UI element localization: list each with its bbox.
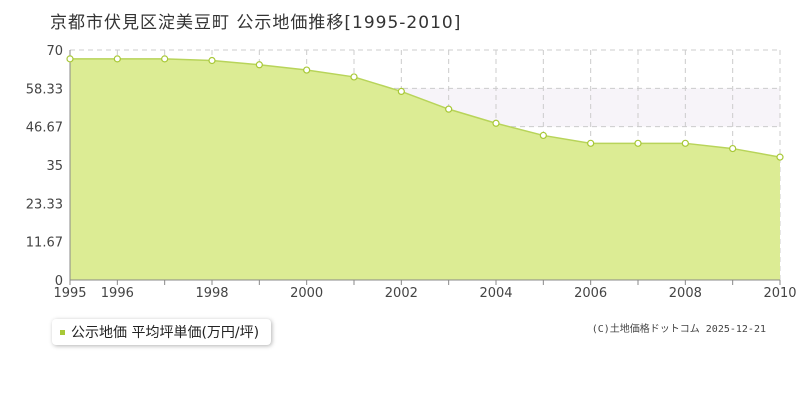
legend-label: 公示地価 平均坪単価(万円/坪) (71, 325, 260, 341)
y-tick-label: 35 (46, 159, 63, 174)
data-point (587, 139, 595, 147)
x-tick-label: 2010 (763, 286, 796, 301)
data-points (66, 55, 784, 161)
data-point (634, 139, 642, 147)
y-tick-label: 11.67 (26, 236, 63, 251)
data-point (776, 153, 784, 161)
data-point (350, 73, 358, 81)
data-point (303, 66, 311, 74)
x-tick-label: 2000 (290, 286, 323, 301)
tick-labels: 0 11.67 23.33 35 46.67 58.33 70 1995 1996 1998 200… (26, 44, 797, 301)
plot-area (70, 58, 781, 280)
data-point (729, 144, 737, 153)
data-point (161, 55, 169, 63)
x-tick-label: 1996 (101, 286, 134, 301)
data-point (208, 56, 216, 65)
x-tick-label: 2004 (479, 286, 512, 301)
data-point (445, 105, 453, 113)
data-point (681, 139, 689, 147)
x-tick-label: 2002 (385, 286, 418, 301)
x-tick-label: 2008 (669, 286, 702, 301)
x-tick-label: 1995 (53, 286, 86, 301)
y-tick-label: 70 (46, 44, 63, 59)
data-point (492, 119, 500, 127)
data-point (539, 131, 547, 140)
y-tick-label: 0 (55, 274, 63, 289)
series-line (70, 58, 781, 158)
legend-swatch (60, 329, 65, 335)
legend: 公示地価 平均坪単価(万円/坪) (52, 319, 272, 345)
credit-text: (C)土地価格ドットコム 2025-12-21 (591, 324, 766, 335)
axes (69, 50, 781, 285)
area-series (70, 58, 780, 280)
data-point (113, 55, 121, 63)
data-point (255, 61, 263, 69)
y-tick-label: 23.33 (26, 197, 63, 212)
x-tick-label: 2006 (574, 286, 607, 301)
y-tick-label: 46.67 (26, 121, 63, 136)
data-point (397, 87, 405, 96)
chart-title: 京都市伏見区淀美豆町 公示地価推移[1995-2010] (50, 13, 462, 33)
data-point (66, 55, 74, 63)
y-tick-label: 58.33 (26, 82, 63, 97)
x-tick-label: 1998 (195, 286, 228, 301)
